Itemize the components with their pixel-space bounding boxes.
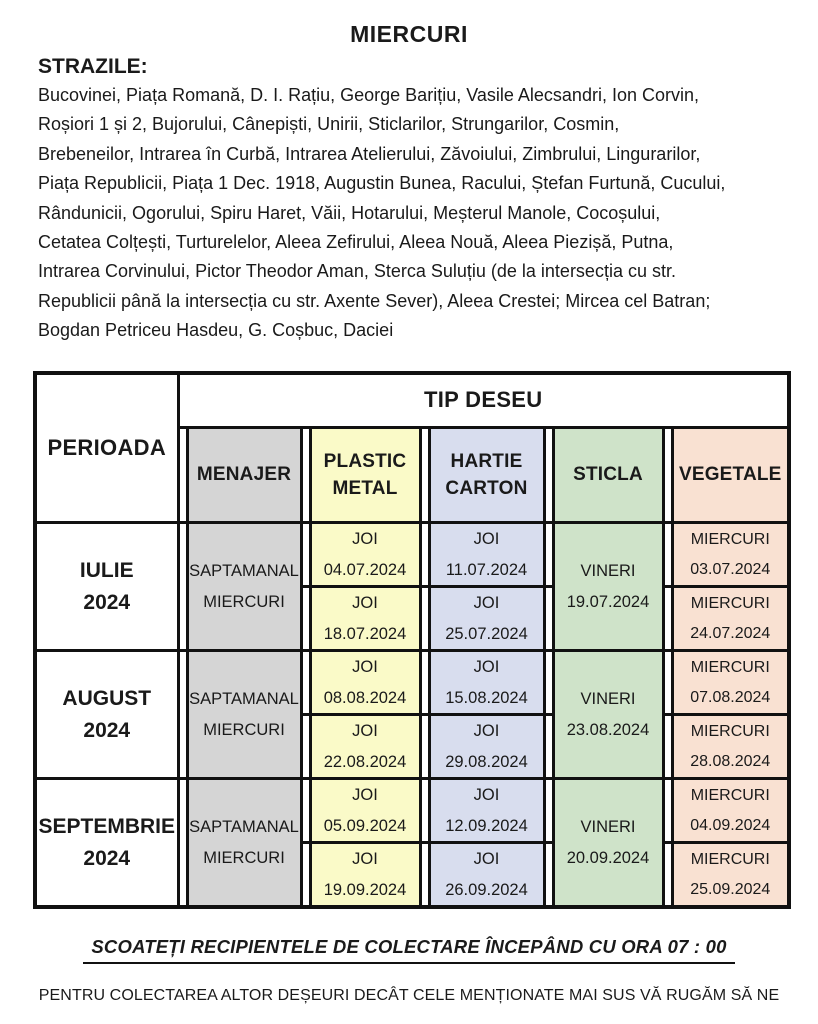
vegetale-cell: MIERCURI 25.09.2024 bbox=[670, 841, 791, 909]
period-cell-iulie: IULIE 2024 bbox=[33, 521, 180, 653]
street-line: Bucovinei, Piața Romană, D. I. Rațiu, Ge… bbox=[38, 85, 699, 105]
menajer-cell: SAPTAMANAL MIERCURI bbox=[185, 649, 303, 781]
street-line: Cetatea Colțești, Turturelelor, Aleea Ze… bbox=[38, 232, 674, 253]
street-line: Republicii până la intersecția cu str. A… bbox=[38, 290, 711, 311]
column-header-hartie-carton: HARTIE CARTON bbox=[427, 426, 546, 525]
hartie-cell: JOI 11.07.2024 bbox=[427, 521, 546, 589]
table-gutter bbox=[418, 649, 431, 717]
period-cell-septembrie: SEPTEMBRIE 2024 bbox=[33, 777, 180, 909]
period-cell-august: AUGUST 2024 bbox=[33, 649, 180, 781]
table-gutter bbox=[176, 426, 189, 525]
street-line: Intrarea Corvinului, Pictor Theodor Aman… bbox=[38, 261, 676, 282]
table-gutter bbox=[299, 649, 312, 717]
table-gutter bbox=[661, 649, 674, 717]
table-gutter bbox=[418, 585, 431, 653]
vegetale-cell: MIERCURI 28.08.2024 bbox=[670, 713, 791, 781]
street-line: Rândunicii, Ogorului, Spiru Haret, Văii,… bbox=[38, 202, 661, 223]
plastic-cell: JOI 04.07.2024 bbox=[308, 521, 422, 589]
table-gutter bbox=[661, 713, 674, 781]
column-header-sticla: STICLA bbox=[551, 426, 665, 525]
vegetale-cell: MIERCURI 07.08.2024 bbox=[670, 649, 791, 717]
table-gutter bbox=[418, 841, 431, 909]
plastic-cell: JOI 18.07.2024 bbox=[308, 585, 422, 653]
page-title: MIERCURI bbox=[350, 21, 468, 47]
table-gutter bbox=[661, 585, 674, 653]
table-gutter bbox=[418, 521, 431, 589]
street-line: Brebeneilor, Intrarea în Curbă, Intrarea… bbox=[38, 143, 701, 164]
collection-schedule-table: PERIOADA TIP DESEU MENAJER PLASTIC METAL… bbox=[33, 370, 791, 910]
table-gutter bbox=[661, 777, 674, 845]
plastic-cell: JOI 05.09.2024 bbox=[308, 777, 422, 845]
table-gutter bbox=[542, 585, 555, 653]
street-line: Bogdan Petriceu Hasdeu, G. Coșbuc, Dacie… bbox=[38, 320, 394, 341]
type-header-cell: TIP DESEU bbox=[176, 371, 791, 430]
table-gutter bbox=[176, 649, 189, 781]
table-gutter bbox=[661, 521, 674, 589]
hartie-cell: JOI 25.07.2024 bbox=[427, 585, 546, 653]
table-gutter bbox=[542, 426, 555, 525]
table-gutter bbox=[299, 777, 312, 845]
table-gutter bbox=[542, 713, 555, 781]
table-gutter bbox=[542, 841, 555, 909]
table-gutter bbox=[299, 426, 312, 525]
hartie-cell: JOI 15.08.2024 bbox=[427, 649, 546, 717]
table-gutter bbox=[299, 585, 312, 653]
table-gutter bbox=[418, 777, 431, 845]
plastic-cell: JOI 19.09.2024 bbox=[308, 841, 422, 909]
column-header-menajer: MENAJER bbox=[185, 426, 303, 525]
sticla-cell: VINERI 23.08.2024 bbox=[551, 649, 665, 781]
plastic-cell: JOI 22.08.2024 bbox=[308, 713, 422, 781]
menajer-cell: SAPTAMANAL MIERCURI bbox=[185, 777, 303, 909]
table-gutter bbox=[542, 777, 555, 845]
table-gutter bbox=[542, 649, 555, 717]
menajer-cell: SAPTAMANAL MIERCURI bbox=[185, 521, 303, 653]
street-line: Piața Republicii, Piața 1 Dec. 1918, Aug… bbox=[38, 173, 726, 194]
hartie-cell: JOI 12.09.2024 bbox=[427, 777, 546, 845]
table-gutter bbox=[418, 713, 431, 781]
street-line: Roșiori 1 și 2, Bujorului, Cânepiști, Un… bbox=[38, 114, 620, 135]
column-header-vegetale: VEGETALE bbox=[670, 426, 791, 525]
hartie-cell: JOI 29.08.2024 bbox=[427, 713, 546, 781]
streets-heading: STRAZILE: bbox=[38, 55, 148, 78]
period-header-cell: PERIOADA bbox=[33, 371, 180, 525]
vegetale-cell: MIERCURI 24.07.2024 bbox=[670, 585, 791, 653]
sticla-cell: VINERI 20.09.2024 bbox=[551, 777, 665, 909]
hartie-cell: JOI 26.09.2024 bbox=[427, 841, 546, 909]
footer-notice-row: SCOATEȚI RECIPIENTELE DE COLECTARE ÎNCEP… bbox=[0, 936, 818, 965]
table-gutter bbox=[299, 713, 312, 781]
table-gutter bbox=[299, 521, 312, 589]
table-gutter bbox=[418, 426, 431, 525]
vegetale-cell: MIERCURI 03.07.2024 bbox=[670, 521, 791, 589]
table-gutter bbox=[542, 521, 555, 589]
plastic-cell: JOI 08.08.2024 bbox=[308, 649, 422, 717]
vegetale-cell: MIERCURI 04.09.2024 bbox=[670, 777, 791, 845]
column-header-plastic-metal: PLASTIC METAL bbox=[308, 426, 422, 525]
collection-time-notice: SCOATEȚI RECIPIENTELE DE COLECTARE ÎNCEP… bbox=[83, 936, 735, 965]
footer-extra-text: PENTRU COLECTAREA ALTOR DEȘEURI DECÂT CE… bbox=[38, 987, 780, 1005]
table-gutter bbox=[661, 841, 674, 909]
document-page: MIERCURI STRAZILE: Bucovinei, Piața Roma… bbox=[0, 21, 818, 1024]
table-gutter bbox=[299, 841, 312, 909]
table-gutter bbox=[176, 777, 189, 909]
streets-paragraph: Bucovinei, Piața Romană, D. I. Rațiu, Ge… bbox=[38, 81, 818, 346]
table-gutter bbox=[661, 426, 674, 525]
table-gutter bbox=[176, 521, 189, 653]
sticla-cell: VINERI 19.07.2024 bbox=[551, 521, 665, 653]
